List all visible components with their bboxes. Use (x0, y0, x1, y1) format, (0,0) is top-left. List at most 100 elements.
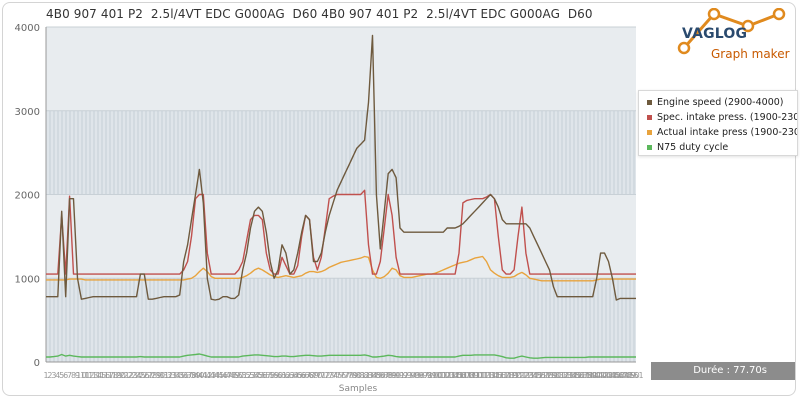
chart-title: 4B0 907 401 P2 2.5l/4VT EDC G000AG D60 4… (46, 7, 593, 21)
x-tick-label: 28 (147, 371, 157, 380)
legend-swatch-icon (647, 145, 652, 150)
x-tick-label: 54 (249, 371, 259, 380)
plot-bands (46, 27, 636, 362)
x-tick-label: 13 (88, 371, 98, 380)
duration-badge: Durée : 77.70s (651, 362, 795, 380)
x-tick-label: 116 (491, 371, 506, 380)
x-tick-label: 108 (459, 371, 474, 380)
x-tick-label: 5 (59, 371, 64, 380)
plot-band (46, 278, 636, 362)
legend-swatch-icon (647, 115, 652, 120)
x-tick-label: 68 (304, 371, 314, 380)
x-tick-label: 93 (403, 371, 413, 380)
x-tick-label: 129 (542, 371, 557, 380)
plot-band (46, 194, 636, 279)
x-tick-label: 26 (139, 371, 149, 380)
x-tick-label: 148 (617, 371, 632, 380)
x-tick-label: 53 (245, 371, 255, 380)
x-axis-label: Samples (339, 384, 378, 394)
series-line (46, 34, 636, 301)
x-tick-label: 100 (428, 371, 443, 380)
x-tick-label: 131 (550, 371, 565, 380)
legend-swatch-icon (647, 100, 652, 105)
x-tick-label: 75 (332, 371, 342, 380)
x-tick-label: 17 (104, 371, 114, 380)
x-tick-label: 56 (257, 371, 267, 380)
x-tick-label: 81 (356, 371, 366, 380)
x-tick-label: 125 (526, 371, 541, 380)
x-tick-label: 21 (120, 371, 130, 380)
x-tick-label: 151 (628, 371, 643, 380)
x-tick-label: 77 (340, 371, 350, 380)
x-tick-label: 78 (344, 371, 354, 380)
x-tick-label: 32 (163, 371, 173, 380)
x-tick-label: 25 (135, 371, 145, 380)
x-tick-label: 57 (261, 371, 271, 380)
logo-subtitle: Graph maker (711, 47, 790, 61)
x-tick-label: 41 (198, 371, 208, 380)
x-tick-label: 113 (479, 371, 494, 380)
x-tick-label: 128 (538, 371, 553, 380)
legend-item[interactable]: Spec. intake press. (1900-2300) (647, 110, 797, 125)
x-tick-label: 66 (297, 371, 307, 380)
x-tick-label: 84 (367, 371, 377, 380)
x-tick-label: 4 (55, 371, 60, 380)
x-tick-label: 50 (234, 371, 244, 380)
x-tick-label: 124 (522, 371, 537, 380)
legend-item[interactable]: Actual intake press (1900-2300) (647, 125, 797, 140)
x-tick-label: 127 (534, 371, 549, 380)
x-tick-label: 12 (84, 371, 94, 380)
x-tick-label: 8 (71, 371, 76, 380)
x-tick-label: 135 (565, 371, 580, 380)
series-line (46, 255, 636, 282)
x-tick-label: 52 (242, 371, 252, 380)
x-tick-label: 119 (502, 371, 517, 380)
x-tick-label: 83 (363, 371, 373, 380)
x-tick-label: 38 (186, 371, 196, 380)
x-tick-label: 65 (293, 371, 303, 380)
x-tick-label: 22 (124, 371, 134, 380)
logo-name: VAGLOG (682, 26, 748, 42)
x-tick-label: 94 (407, 371, 417, 380)
x-tick-label: 101 (432, 371, 447, 380)
x-tick-label: 63 (285, 371, 295, 380)
x-tick-label: 142 (593, 371, 608, 380)
legend-item[interactable]: N75 duty cycle (647, 140, 797, 155)
x-tick-label: 85 (371, 371, 381, 380)
x-tick-label: 91 (395, 371, 405, 380)
x-tick-label: 134 (561, 371, 576, 380)
x-tick-label: 145 (605, 371, 620, 380)
x-tick-label: 9 (75, 371, 80, 380)
x-tick-label: 47 (222, 371, 232, 380)
x-tick-label: 130 (546, 371, 561, 380)
x-tick-label: 71 (316, 371, 326, 380)
legend-label: Spec. intake press. (1900-2300) (657, 112, 798, 123)
x-tick-label: 138 (577, 371, 592, 380)
x-tick-label: 36 (179, 371, 189, 380)
x-tick-label: 74 (328, 371, 338, 380)
x-tick-label: 143 (597, 371, 612, 380)
x-tick-label: 62 (281, 371, 291, 380)
x-tick-label: 105 (447, 371, 462, 380)
x-tick-label: 31 (159, 371, 169, 380)
x-tick-label: 7 (67, 371, 72, 380)
x-tick-label: 123 (518, 371, 533, 380)
y-tick-label: 1000 (15, 274, 40, 285)
x-tick-label: 34 (171, 371, 181, 380)
x-tick-label: 19 (112, 371, 122, 380)
x-tick-label: 110 (467, 371, 482, 380)
vaglog-logo-icon (677, 8, 786, 55)
x-tick-label: 137 (573, 371, 588, 380)
x-tick-label: 43 (206, 371, 216, 380)
x-tick-label: 88 (383, 371, 393, 380)
x-tick-label: 120 (506, 371, 521, 380)
x-tick-label: 144 (601, 371, 616, 380)
x-tick-label: 103 (440, 371, 455, 380)
y-tick-label: 3000 (15, 107, 40, 118)
legend-item[interactable]: Engine speed (2900-4000) (647, 95, 797, 110)
x-tick-label: 114 (483, 371, 498, 380)
x-tick-label: 132 (554, 371, 569, 380)
x-tick-label: 37 (183, 371, 193, 380)
legend-label: Actual intake press (1900-2300) (657, 127, 798, 138)
x-tick-label: 115 (487, 371, 502, 380)
